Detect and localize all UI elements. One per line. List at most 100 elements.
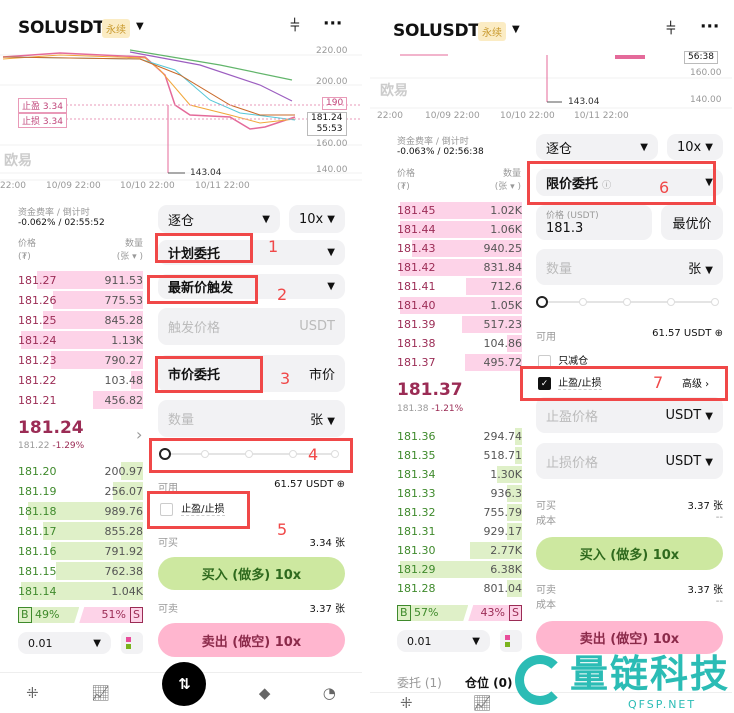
home-icon[interactable]: ⁜: [400, 694, 413, 712]
ask-row[interactable]: 181.43 940.25: [397, 239, 522, 258]
tab-orders[interactable]: 委托 (1): [397, 676, 442, 690]
slider-handle[interactable]: [159, 448, 171, 460]
qty-unit-select[interactable]: 张 ▼: [310, 413, 335, 428]
more-icon[interactable]: ···: [700, 17, 720, 37]
book-layout-icon[interactable]: [500, 630, 522, 652]
bid-row[interactable]: 181.32 755.79: [397, 503, 522, 522]
add-funds-icon[interactable]: ⊕: [336, 479, 345, 490]
tp-price-input[interactable]: 止盈价格 USDT ▼: [536, 397, 723, 433]
tick-size-select[interactable]: 0.01 ▼: [18, 632, 111, 654]
ask-row[interactable]: 181.41 712.6: [397, 277, 522, 296]
bid-row[interactable]: 181.34 1.30K: [397, 465, 522, 484]
leverage-select[interactable]: 10x ▼: [667, 134, 723, 160]
price-chart[interactable]: [370, 45, 732, 110]
depth-bar: [507, 580, 522, 597]
ask-row[interactable]: 181.25 845.28: [18, 310, 143, 330]
funding-label[interactable]: 资金费率 / 倒计时: [397, 137, 469, 147]
candlestick-icon[interactable]: ⫩: [666, 19, 676, 39]
trigger-price-input[interactable]: 触发价格 USDT: [158, 308, 345, 345]
sl-unit-select[interactable]: USDT ▼: [665, 453, 713, 469]
sell-short-button[interactable]: 卖出 (做空) 10x: [158, 623, 345, 657]
book-qty-header[interactable]: 数量 (张 ▾ ): [475, 168, 521, 194]
ask-row[interactable]: 181.45 1.02K: [397, 201, 522, 220]
margin-mode-select[interactable]: 逐仓 ▼: [536, 134, 658, 160]
ask-row[interactable]: 181.38 104.86: [397, 334, 522, 353]
buy-long-button[interactable]: 买入 (做多) 10x: [536, 537, 723, 570]
price-chart[interactable]: [0, 45, 362, 195]
checkbox-checked-icon[interactable]: ✓: [538, 376, 551, 390]
bid-row[interactable]: 181.29 6.38K: [397, 560, 522, 579]
symbol-dropdown-icon[interactable]: ▼: [136, 21, 144, 32]
margin-mode-select[interactable]: 逐仓 ▼: [158, 205, 280, 233]
bid-row[interactable]: 181.19 256.07: [18, 481, 143, 501]
book-layout-icon[interactable]: [121, 632, 143, 654]
ask-row[interactable]: 181.21 456.82: [18, 390, 143, 410]
depth-bar: [43, 522, 143, 540]
ask-row[interactable]: 181.37 495.72: [397, 353, 522, 372]
order-type-select[interactable]: 限价委托 ⓘ ▼: [536, 169, 723, 196]
bid-row[interactable]: 181.33 936.3: [397, 484, 522, 503]
ask-row[interactable]: 181.39 517.23: [397, 315, 522, 334]
qty-unit-select[interactable]: 张 ▼: [688, 261, 713, 277]
funding-label[interactable]: 资金费率 / 倒计时: [18, 208, 90, 218]
assets-icon[interactable]: ◔: [322, 684, 336, 702]
price-input[interactable]: 价格 (USDT) 181.3: [536, 205, 652, 240]
ask-row[interactable]: 181.23 790.27: [18, 350, 143, 370]
tpsl-checkbox[interactable]: 止盈/止损: [160, 500, 225, 516]
bid-row[interactable]: 181.15 762.38: [18, 561, 143, 581]
more-icon[interactable]: ···: [323, 14, 343, 34]
tab-positions[interactable]: 仓位 (0): [465, 676, 513, 690]
bid-row[interactable]: 181.20 200.97: [18, 461, 143, 481]
bid-row[interactable]: 181.35 518.71: [397, 446, 522, 465]
tpsl-checkbox[interactable]: ✓ 止盈/止损: [538, 374, 602, 390]
symbol-title[interactable]: SOLUSDT: [393, 21, 480, 41]
bid-row[interactable]: 181.18 989.76: [18, 501, 143, 521]
advanced-link[interactable]: 高级 ›: [682, 379, 710, 390]
symbol-title[interactable]: SOLUSDT: [18, 18, 105, 38]
bid-row[interactable]: 181.31 929.17: [397, 522, 522, 541]
symbol-dropdown-icon[interactable]: ▼: [512, 24, 520, 35]
tp-tag[interactable]: 止盈 3.34: [18, 98, 67, 113]
quantity-input[interactable]: 数量 张 ▼: [158, 400, 345, 437]
tp-unit-select[interactable]: USDT ▼: [665, 407, 713, 423]
ask-row[interactable]: 181.42 831.84: [397, 258, 522, 277]
book-qty-header[interactable]: 数量 (张 ▾ ): [100, 238, 143, 264]
discover-icon[interactable]: ◆: [258, 684, 271, 702]
qty-header: 数量: [124, 239, 143, 249]
trade-icon[interactable]: ⇅: [162, 662, 207, 706]
ask-row[interactable]: 181.27 911.53: [18, 270, 143, 290]
sell-short-button[interactable]: 卖出 (做空) 10x: [536, 621, 723, 654]
tick-size-select[interactable]: 0.01 ▼: [397, 630, 490, 652]
add-funds-icon[interactable]: ⊕: [714, 328, 723, 339]
qty-header: 数量: [502, 169, 521, 179]
leverage-select[interactable]: 10x ▼: [289, 205, 345, 233]
home-icon[interactable]: ⁜: [26, 684, 39, 702]
quantity-input[interactable]: 数量 张 ▼: [536, 249, 723, 285]
bid-row[interactable]: 181.16 791.92: [18, 541, 143, 561]
sl-tag[interactable]: 止损 3.34: [18, 113, 67, 128]
ask-row[interactable]: 181.44 1.06K: [397, 220, 522, 239]
info-icon[interactable]: ⓘ: [602, 181, 612, 191]
bid-row[interactable]: 181.17 855.28: [18, 521, 143, 541]
bid-row[interactable]: 181.28 801.04: [397, 579, 522, 598]
ask-row[interactable]: 181.40 1.05K: [397, 296, 522, 315]
markets-icon[interactable]: 📈︎: [472, 694, 492, 712]
ask-row[interactable]: 181.22 103.48: [18, 370, 143, 390]
slider-handle[interactable]: [536, 296, 548, 308]
best-price-button[interactable]: 最优价: [661, 205, 723, 240]
bid-row[interactable]: 181.30 2.77K: [397, 541, 522, 560]
buy-long-button[interactable]: 买入 (做多) 10x: [158, 557, 345, 590]
amount-slider[interactable]: [159, 448, 341, 460]
ask-row[interactable]: 181.26 775.53: [18, 290, 143, 310]
trigger-type-select[interactable]: 最新价触发 ▼: [158, 274, 345, 299]
sl-price-input[interactable]: 止损价格 USDT ▼: [536, 443, 723, 479]
exec-type-select[interactable]: 市价委托 市价: [158, 355, 345, 392]
checkbox-icon[interactable]: [160, 502, 173, 516]
markets-icon[interactable]: 📈︎: [91, 684, 111, 702]
bid-row[interactable]: 181.14 1.04K: [18, 581, 143, 601]
candlestick-icon[interactable]: ⫩: [290, 16, 300, 36]
ask-row[interactable]: 181.24 1.13K: [18, 330, 143, 350]
chevron-right-icon[interactable]: ›: [136, 425, 143, 444]
amount-slider[interactable]: [536, 296, 721, 308]
bid-row[interactable]: 181.36 294.74: [397, 427, 522, 446]
